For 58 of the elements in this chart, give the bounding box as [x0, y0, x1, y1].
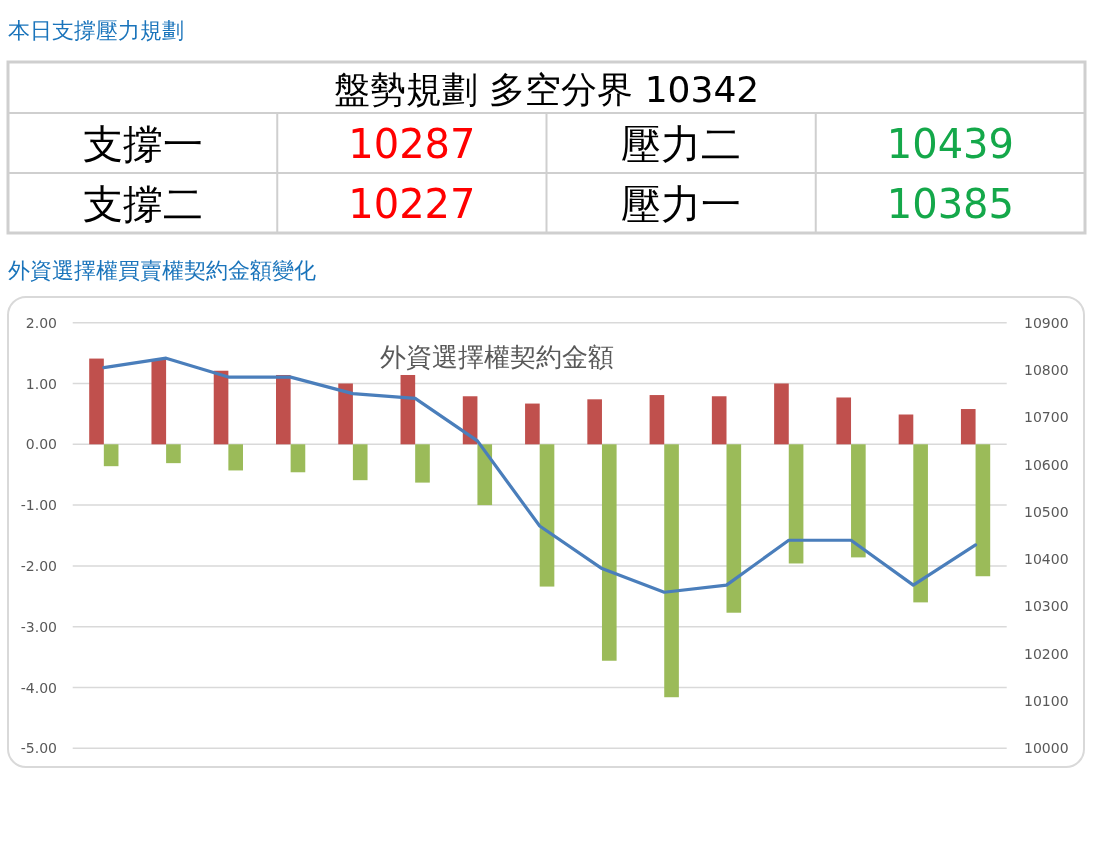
ytick: -3.00 — [20, 618, 57, 635]
bar — [290, 444, 306, 473]
bar — [898, 414, 914, 445]
cell: 10385 — [886, 181, 1014, 227]
ytick: -2.00 — [20, 557, 57, 574]
y2tick: 10800 — [1024, 362, 1069, 378]
title: 外資選擇權買賣權契約金額變化 — [8, 257, 316, 283]
bar — [851, 444, 866, 558]
bar — [664, 444, 679, 698]
bar — [587, 399, 602, 445]
bar — [89, 358, 104, 445]
cell: 壓力二 — [621, 121, 742, 167]
subtitle: 外資選擇權契約金額 — [380, 342, 614, 372]
bar — [788, 444, 804, 564]
ytick: -5.00 — [20, 740, 57, 757]
bar — [539, 444, 555, 587]
y2tick: 10500 — [1024, 503, 1069, 520]
title: 本日支撐壓力規劃 — [8, 17, 184, 43]
ytick: 0.00 — [25, 436, 57, 453]
bar — [338, 383, 353, 445]
bar — [213, 370, 229, 445]
bar — [103, 444, 119, 467]
bar — [774, 383, 789, 445]
bar — [228, 444, 243, 471]
bar — [601, 444, 617, 661]
ytick: 2.00 — [25, 314, 57, 331]
y2tick: 10400 — [1024, 551, 1069, 568]
bar — [836, 397, 852, 445]
bar — [525, 403, 540, 445]
y2tick: 10100 — [1024, 693, 1069, 709]
y2tick: 10000 — [1024, 740, 1069, 757]
bar — [711, 396, 727, 445]
bar — [975, 444, 991, 577]
bar — [400, 374, 416, 445]
bar — [649, 395, 665, 445]
bar — [415, 444, 430, 483]
bar — [913, 444, 928, 603]
cell: 10287 — [348, 121, 476, 167]
ytick: -1.00 — [20, 497, 57, 514]
header: 盤勢規劃 多空分界 10342 — [333, 68, 760, 109]
bar — [352, 444, 368, 481]
y2tick: 10700 — [1024, 409, 1069, 426]
y2tick: 10600 — [1024, 456, 1069, 473]
bar — [477, 444, 493, 506]
cell: 10227 — [348, 181, 476, 227]
y2tick: 10900 — [1024, 314, 1069, 331]
y2tick: 10300 — [1024, 598, 1069, 615]
y2tick: 10200 — [1024, 645, 1069, 662]
ytick: -4.00 — [20, 679, 57, 696]
bar — [960, 409, 976, 445]
cell: 10439 — [886, 121, 1014, 167]
bar — [166, 444, 181, 464]
cell: 支撐一 — [82, 121, 203, 167]
bar — [726, 444, 742, 613]
cell: 壓力一 — [621, 181, 742, 227]
ytick: 1.00 — [25, 375, 57, 392]
bar — [151, 359, 167, 445]
cell: 支撐二 — [82, 181, 203, 227]
